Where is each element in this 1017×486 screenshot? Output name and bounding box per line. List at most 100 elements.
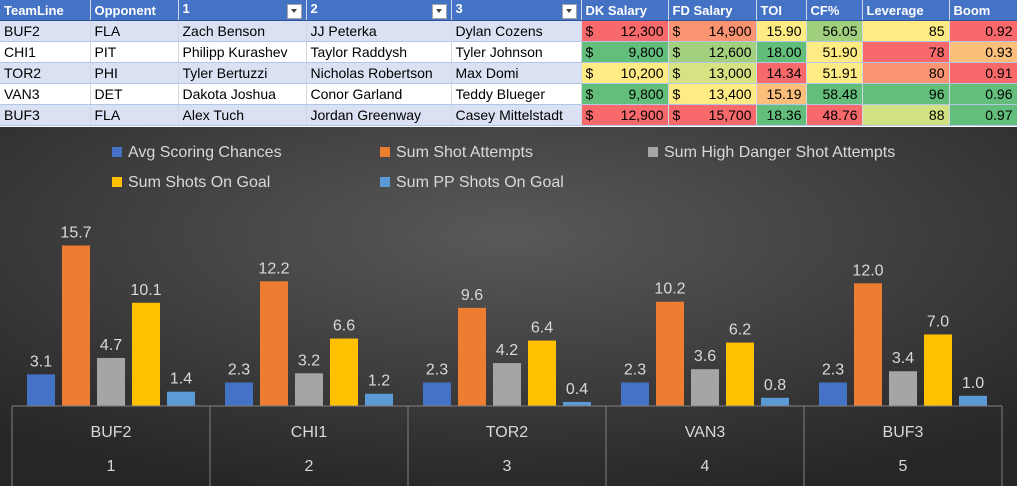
header-boom[interactable]: Boom: [949, 0, 1017, 21]
bar[interactable]: [854, 283, 882, 406]
filter-dropdown-icon[interactable]: [286, 4, 302, 19]
header-player-3[interactable]: 3: [451, 0, 582, 21]
cell-cf[interactable]: 48.76: [806, 104, 863, 126]
cell-cf[interactable]: 51.91: [806, 62, 863, 84]
cell-fd-salary[interactable]: $15,700: [668, 104, 757, 126]
bar[interactable]: [621, 382, 649, 406]
cell-opponent[interactable]: PIT: [90, 41, 179, 63]
cell-toi[interactable]: 15.90: [756, 20, 807, 42]
bar[interactable]: [563, 401, 591, 406]
cell-player-2[interactable]: Nicholas Robertson: [306, 62, 452, 84]
header-opponent[interactable]: Opponent: [90, 0, 179, 21]
cell-cf[interactable]: 51.90: [806, 41, 863, 63]
cell-opponent[interactable]: PHI: [90, 62, 179, 84]
cell-leverage[interactable]: 80: [862, 62, 950, 84]
table-row[interactable]: CHI1 PIT Philipp Kurashev Taylor Raddysh Tyl…: [0, 41, 1017, 63]
cell-player-3[interactable]: Teddy Blueger: [451, 83, 582, 105]
cell-player-3[interactable]: Dylan Cozens: [451, 20, 582, 42]
header-player-2[interactable]: 2: [306, 0, 452, 21]
bar[interactable]: [924, 334, 952, 406]
bar[interactable]: [295, 373, 323, 406]
header-teamline[interactable]: TeamLine: [0, 0, 91, 21]
bar[interactable]: [761, 397, 789, 406]
cell-player-1[interactable]: Zach Benson: [178, 20, 307, 42]
table-row[interactable]: VAN3 DET Dakota Joshua Conor Garland Teddy B…: [0, 83, 1017, 105]
cell-teamline[interactable]: TOR2: [0, 62, 91, 84]
bar[interactable]: [167, 391, 195, 406]
bar[interactable]: [225, 382, 253, 406]
cell-player-2[interactable]: JJ Peterka: [306, 20, 452, 42]
bar[interactable]: [423, 382, 451, 406]
cell-boom[interactable]: 0.97: [949, 104, 1017, 126]
cell-player-1[interactable]: Tyler Bertuzzi: [178, 62, 307, 84]
filter-dropdown-icon[interactable]: [561, 4, 577, 19]
cell-player-3[interactable]: Casey Mittelstadt: [451, 104, 582, 126]
cell-player-1[interactable]: Dakota Joshua: [178, 83, 307, 105]
bar[interactable]: [260, 281, 288, 406]
cell-leverage[interactable]: 88: [862, 104, 950, 126]
cell-boom[interactable]: 0.91: [949, 62, 1017, 84]
cell-opponent[interactable]: FLA: [90, 104, 179, 126]
cell-dk-salary[interactable]: $10,200: [581, 62, 669, 84]
cell-leverage[interactable]: 85: [862, 20, 950, 42]
table-row[interactable]: BUF2 FLA Zach Benson JJ Peterka Dylan Cozens…: [0, 20, 1017, 42]
bar[interactable]: [819, 382, 847, 406]
bar[interactable]: [528, 340, 556, 406]
cell-fd-salary[interactable]: $14,900: [668, 20, 757, 42]
table-row[interactable]: BUF3 FLA Alex Tuch Jordan Greenway Casey Mit…: [0, 104, 1017, 126]
cell-toi[interactable]: 18.36: [756, 104, 807, 126]
bar[interactable]: [62, 245, 90, 406]
bar[interactable]: [889, 371, 917, 406]
bar[interactable]: [330, 338, 358, 406]
cell-teamline[interactable]: CHI1: [0, 41, 91, 63]
cell-player-1[interactable]: Alex Tuch: [178, 104, 307, 126]
bar[interactable]: [27, 374, 55, 406]
header-toi[interactable]: TOI: [756, 0, 807, 21]
cell-leverage[interactable]: 96: [862, 83, 950, 105]
cell-fd-salary[interactable]: $12,600: [668, 41, 757, 63]
header-cf[interactable]: CF%: [806, 0, 863, 21]
cell-dk-salary[interactable]: $12,300: [581, 20, 669, 42]
cell-toi[interactable]: 15.19: [756, 83, 807, 105]
cell-dk-salary[interactable]: $9,800: [581, 83, 669, 105]
bar[interactable]: [656, 301, 684, 406]
filter-dropdown-icon[interactable]: [431, 4, 447, 19]
cell-toi[interactable]: 14.34: [756, 62, 807, 84]
cell-player-2[interactable]: Taylor Raddysh: [306, 41, 452, 63]
cell-player-1[interactable]: Philipp Kurashev: [178, 41, 307, 63]
header-dk-salary[interactable]: DK Salary: [581, 0, 669, 21]
cell-cf[interactable]: 56.05: [806, 20, 863, 42]
bar[interactable]: [365, 393, 393, 406]
header-player-1[interactable]: 1: [178, 0, 307, 21]
cell-dk-salary[interactable]: $9,800: [581, 41, 669, 63]
cell-player-2[interactable]: Jordan Greenway: [306, 104, 452, 126]
cell-teamline[interactable]: BUF3: [0, 104, 91, 126]
cell-toi[interactable]: 18.00: [756, 41, 807, 63]
cell-cf[interactable]: 58.48: [806, 83, 863, 105]
cell-dk-salary[interactable]: $12,900: [581, 104, 669, 126]
cell-boom[interactable]: 0.93: [949, 41, 1017, 63]
bar[interactable]: [691, 369, 719, 406]
cell-player-3[interactable]: Max Domi: [451, 62, 582, 84]
data-label: 7.0: [927, 313, 949, 330]
cell-boom[interactable]: 0.96: [949, 83, 1017, 105]
cell-opponent[interactable]: DET: [90, 83, 179, 105]
bar[interactable]: [959, 395, 987, 406]
cell-teamline[interactable]: VAN3: [0, 83, 91, 105]
bar[interactable]: [493, 363, 521, 406]
bar[interactable]: [97, 357, 125, 406]
cell-player-2[interactable]: Conor Garland: [306, 83, 452, 105]
table-row[interactable]: TOR2 PHI Tyler Bertuzzi Nicholas Robertson M…: [0, 62, 1017, 84]
cell-teamline[interactable]: BUF2: [0, 20, 91, 42]
cell-leverage[interactable]: 78: [862, 41, 950, 63]
bar[interactable]: [132, 302, 160, 406]
cell-fd-salary[interactable]: $13,400: [668, 83, 757, 105]
header-fd-salary[interactable]: FD Salary: [668, 0, 757, 21]
bar[interactable]: [726, 342, 754, 406]
cell-player-3[interactable]: Tyler Johnson: [451, 41, 582, 63]
bar[interactable]: [458, 307, 486, 406]
cell-boom[interactable]: 0.92: [949, 20, 1017, 42]
cell-opponent[interactable]: FLA: [90, 20, 179, 42]
header-leverage[interactable]: Leverage: [862, 0, 950, 21]
cell-fd-salary[interactable]: $13,000: [668, 62, 757, 84]
